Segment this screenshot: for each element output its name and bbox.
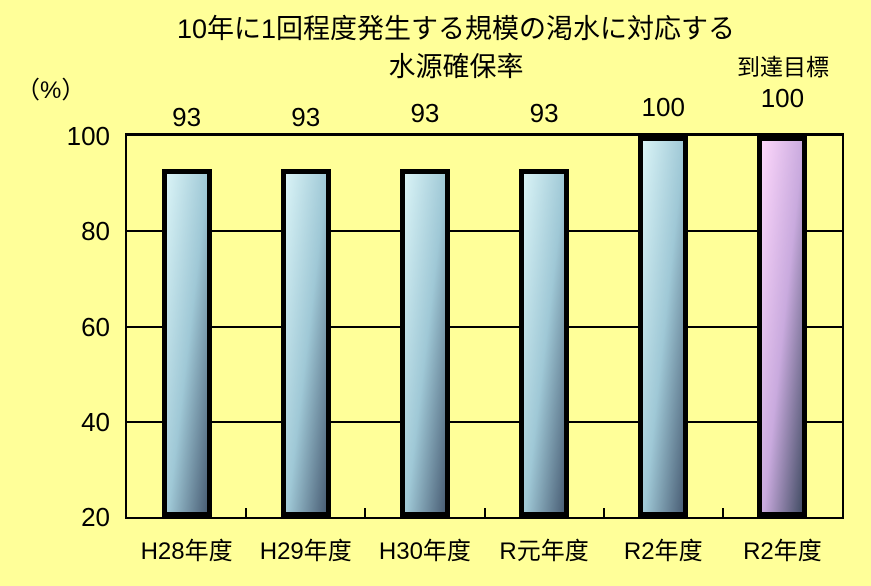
y-axis-label: 80 (81, 216, 110, 247)
x-axis-label: R元年度 (499, 538, 589, 565)
y-axis-label: 60 (81, 311, 110, 342)
y-axis-label: 100 (66, 121, 110, 151)
gridline (127, 230, 842, 233)
bar (161, 169, 212, 517)
y-axis-label: 20 (81, 502, 110, 532)
plot-area (125, 133, 844, 519)
gridline (127, 420, 842, 423)
y-axis-unit-label: （%） (16, 77, 86, 104)
chart-title-line2: 水源確保率 (388, 52, 524, 82)
value-label: 100 (760, 83, 805, 113)
chart-title-line1: 10年に1回程度発生する規模の渇水に対応する (176, 14, 736, 44)
value-label: 93 (172, 102, 202, 132)
value-label: 93 (291, 102, 321, 132)
x-axis-tick (483, 508, 486, 517)
value-label: 100 (641, 92, 685, 122)
x-axis-tick (602, 508, 605, 517)
x-axis-label: H30年度 (378, 538, 471, 565)
bar (399, 169, 450, 517)
gridline (127, 325, 842, 328)
target-annotation: 到達目標 (737, 54, 829, 80)
bar (280, 169, 331, 517)
x-axis-tick (364, 508, 367, 517)
value-label: 93 (529, 98, 559, 128)
x-axis-label: H28年度 (140, 538, 233, 565)
bar-target (757, 136, 808, 517)
x-axis-tick (721, 508, 724, 517)
x-axis-label: R2年度 (743, 538, 822, 565)
bar (638, 136, 689, 517)
y-axis-label: 40 (81, 406, 110, 437)
x-axis-label: R2年度 (623, 538, 703, 565)
x-axis-label: H29年度 (259, 538, 352, 565)
bar (519, 169, 570, 517)
x-axis-tick (245, 508, 248, 517)
value-label: 93 (410, 98, 440, 128)
